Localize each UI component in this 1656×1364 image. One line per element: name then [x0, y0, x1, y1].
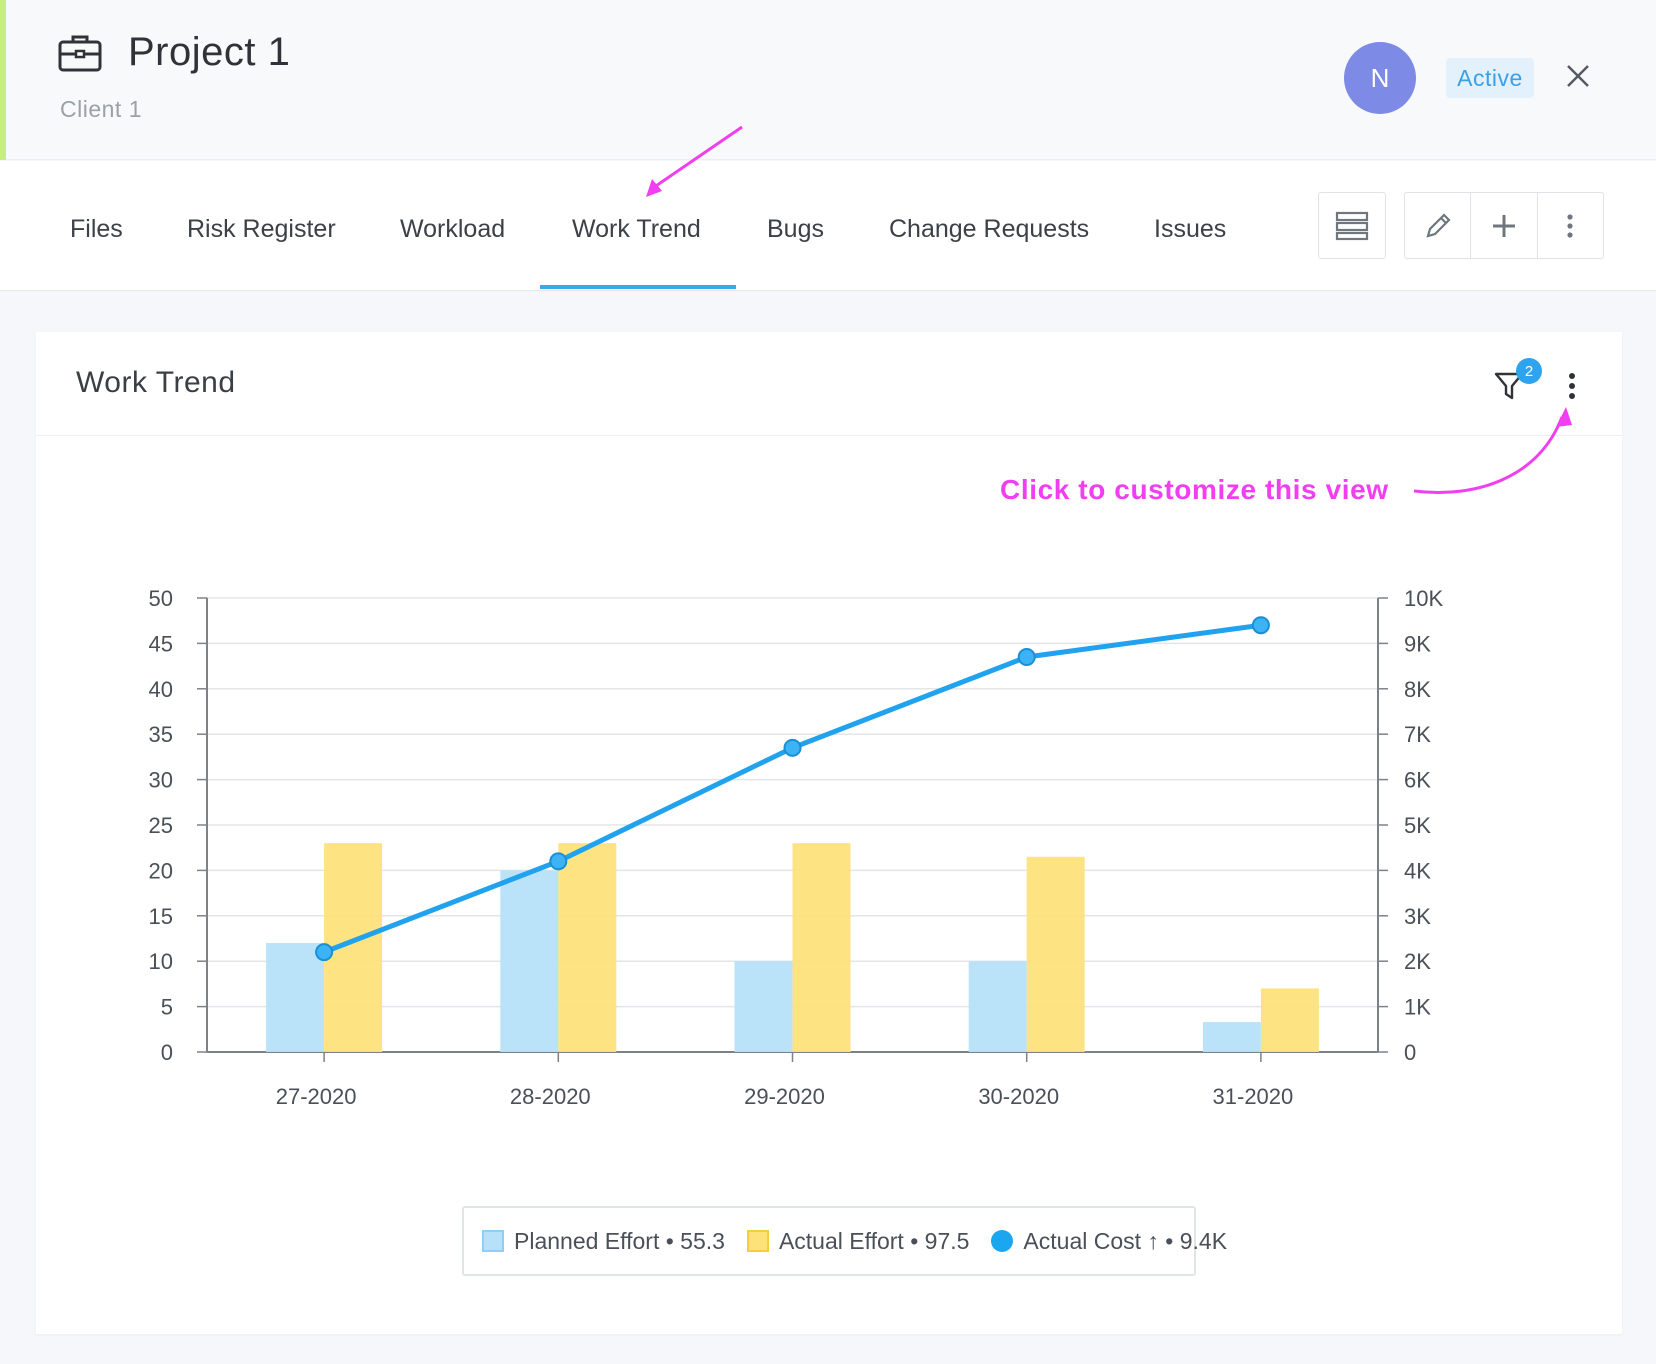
- right-tick-label: 3K: [1404, 904, 1431, 929]
- x-tick-label: 27-2020: [276, 1084, 357, 1109]
- right-tick-label: 2K: [1404, 949, 1431, 974]
- actual-cost-swatch: [991, 1230, 1014, 1252]
- left-tick-label: 0: [161, 1040, 173, 1065]
- left-tick-label: 40: [149, 677, 173, 702]
- bar-planned-effort: [1202, 1022, 1261, 1052]
- work-trend-card: Work Trend 2: [36, 332, 1622, 1334]
- list-view-button[interactable]: [1318, 192, 1386, 259]
- x-tick-label: 31-2020: [1213, 1084, 1294, 1109]
- left-tick-label: 5: [161, 995, 173, 1020]
- add-button[interactable]: [1471, 193, 1538, 258]
- card-header: Work Trend 2: [36, 332, 1622, 436]
- active-tab-indicator: [540, 285, 736, 289]
- annotation-arrow-menu: [1413, 407, 1572, 494]
- list-view-icon: [1335, 211, 1369, 240]
- tab-risk-register[interactable]: Risk Register: [187, 215, 336, 243]
- left-tick-label: 30: [149, 768, 173, 793]
- pencil-icon: [1426, 212, 1451, 238]
- right-tick-label: 5K: [1404, 813, 1431, 838]
- left-tick-label: 15: [149, 904, 173, 929]
- right-tick-label: 4K: [1404, 858, 1431, 883]
- legend-label: Actual Cost ↑ • 9.4K: [1023, 1227, 1228, 1254]
- actual-cost-point: [315, 943, 334, 962]
- right-tick-label: 7K: [1404, 722, 1431, 747]
- filter-count-badge: 2: [1516, 358, 1542, 384]
- briefcase-icon: [58, 35, 102, 72]
- bar-actual-effort: [1026, 856, 1085, 1052]
- status-badge[interactable]: Active: [1446, 58, 1534, 98]
- client-name: Client 1: [60, 96, 142, 122]
- tab-issues[interactable]: Issues: [1154, 215, 1227, 243]
- tab-workload[interactable]: Workload: [400, 215, 506, 243]
- bar-planned-effort: [500, 870, 559, 1052]
- legend-label: Planned Effort • 55.3: [514, 1227, 725, 1254]
- bar-planned-effort: [968, 961, 1027, 1052]
- legend-actual-effort[interactable]: Actual Effort • 97.5: [746, 1227, 970, 1255]
- annotation-text: Click to customize this view: [1000, 474, 1389, 505]
- right-tick-label: 9K: [1404, 631, 1431, 656]
- bar-actual-effort: [558, 843, 617, 1052]
- left-tick-label: 10: [149, 949, 173, 974]
- plus-icon: [1492, 214, 1515, 237]
- edit-button[interactable]: [1405, 193, 1472, 258]
- project-header: Project 1 Client 1 N Active: [0, 0, 1656, 160]
- more-vertical-icon: [1567, 213, 1573, 238]
- bar-actual-effort: [792, 843, 851, 1052]
- actual-cost-point: [1017, 648, 1036, 667]
- actual-effort-swatch: [746, 1230, 769, 1252]
- project-color-bar: [0, 0, 6, 160]
- chart-legend: Planned Effort • 55.3 Actual Effort • 97…: [462, 1206, 1227, 1276]
- x-tick-label: 28-2020: [510, 1084, 591, 1109]
- left-tick-label: 35: [149, 722, 173, 747]
- actual-cost-point: [783, 738, 802, 757]
- actual-cost-point: [1251, 616, 1270, 635]
- left-tick-label: 20: [149, 858, 173, 883]
- card-more-icon[interactable]: [1560, 366, 1584, 406]
- tab-files[interactable]: Files: [70, 215, 123, 243]
- actual-cost-point: [549, 852, 568, 871]
- planned-effort-swatch: [482, 1230, 504, 1252]
- more-button[interactable]: [1538, 193, 1603, 258]
- left-tick-label: 25: [149, 813, 173, 838]
- legend-actual-cost[interactable]: Actual Cost ↑ • 9.4K: [991, 1228, 1227, 1255]
- project-actions: [1404, 192, 1604, 259]
- tab-change-requests[interactable]: Change Requests: [889, 215, 1090, 243]
- x-tick-label: 29-2020: [744, 1084, 825, 1109]
- legend-planned-effort[interactable]: Planned Effort • 55.3: [482, 1228, 725, 1255]
- tab-bar: Files Risk Register Workload Work Trend …: [0, 161, 1656, 291]
- right-tick-label: 8K: [1404, 677, 1431, 702]
- avatar[interactable]: N: [1344, 42, 1416, 114]
- card-title: Work Trend: [76, 366, 236, 399]
- project-title: Project 1: [128, 30, 291, 74]
- legend-label: Actual Effort • 97.5: [778, 1227, 970, 1254]
- bar-actual-effort: [1260, 988, 1319, 1052]
- right-tick-label: 6K: [1404, 768, 1431, 793]
- left-tick-label: 50: [149, 586, 173, 611]
- bar-planned-effort: [734, 961, 793, 1052]
- right-tick-label: 0: [1404, 1040, 1416, 1065]
- tab-work-trend[interactable]: Work Trend: [572, 215, 701, 243]
- x-tick-label: 30-2020: [978, 1084, 1059, 1109]
- right-tick-label: 10K: [1404, 586, 1443, 611]
- tab-bugs[interactable]: Bugs: [767, 215, 824, 243]
- right-tick-label: 1K: [1404, 995, 1431, 1020]
- close-icon[interactable]: [1562, 60, 1594, 92]
- left-tick-label: 45: [149, 631, 173, 656]
- annotation-arrow-tab: [646, 125, 743, 197]
- bar-planned-effort: [266, 943, 325, 1052]
